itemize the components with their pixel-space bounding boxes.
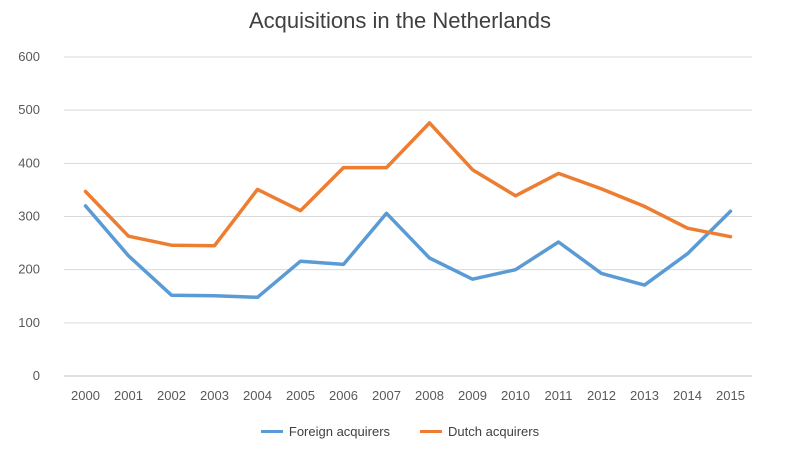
series-line-dutch-acquirers — [83, 121, 733, 248]
legend-swatch — [260, 430, 283, 433]
y-tick-label: 500 — [18, 102, 40, 117]
legend-swatch — [420, 430, 443, 433]
x-tick-label: 2011 — [545, 388, 573, 403]
x-tick-label: 2001 — [114, 388, 143, 403]
gridlines — [64, 56, 752, 377]
legend-label: Foreign acquirers — [288, 424, 391, 439]
y-tick-label: 200 — [18, 262, 40, 277]
chart-title: Acquisitions in the Netherlands — [248, 8, 552, 33]
x-tick-label: 2015 — [716, 388, 745, 403]
y-axis-ticks: 0 100 200 300 400 500 600 — [18, 49, 40, 383]
x-tick-label: 2002 — [157, 388, 186, 403]
y-tick-label: 0 — [33, 368, 40, 383]
x-tick-label: 2008 — [415, 388, 444, 403]
x-tick-label: 2003 — [200, 388, 229, 403]
x-tick-label: 2005 — [286, 388, 315, 403]
x-tick-label: 2006 — [329, 388, 358, 403]
y-tick-label: 600 — [18, 49, 40, 64]
x-tick-label: 2004 — [243, 388, 272, 403]
x-tick-label: 2007 — [372, 388, 401, 403]
x-tick-label: 2014 — [673, 388, 702, 403]
x-tick-label: 2012 — [587, 388, 616, 403]
legend-item: Dutch acquirers — [420, 424, 539, 439]
x-tick-label: 2009 — [458, 388, 487, 403]
x-tick-label: 2000 — [71, 388, 100, 403]
x-axis-ticks: 2000 2001 2002 2003 2004 2005 2006 2007 2008 2009… — [71, 388, 745, 403]
series-line-foreign-acquirers — [83, 204, 733, 300]
y-tick-label: 400 — [18, 155, 40, 170]
y-tick-label: 100 — [18, 315, 40, 330]
legend-item: Foreign acquirers — [260, 424, 391, 439]
series-lines — [83, 121, 733, 300]
x-tick-label: 2013 — [630, 388, 659, 403]
y-tick-label: 300 — [18, 209, 40, 224]
legend-label: Dutch acquirers — [448, 424, 540, 439]
x-tick-label: 2010 — [501, 388, 530, 403]
legend: Foreign acquirers Dutch acquirers — [0, 424, 800, 439]
